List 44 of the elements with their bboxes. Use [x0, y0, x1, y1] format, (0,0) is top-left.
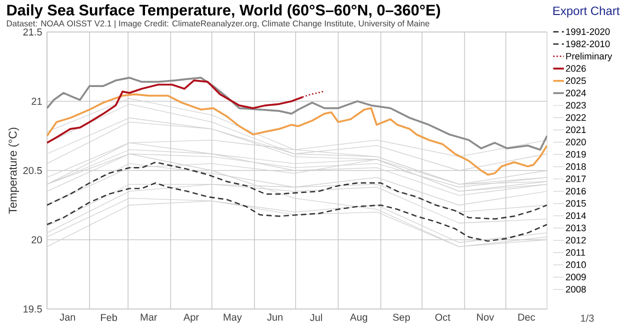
- x-tick-label: Sep: [392, 314, 410, 323]
- y-axis-title: Temperature (°C): [8, 128, 19, 214]
- legend-label: 2011: [566, 249, 586, 256]
- legend-label: 2017: [566, 176, 586, 182]
- x-tick-label: Feb: [101, 314, 118, 322]
- y-tick-label: 21: [32, 98, 42, 105]
- x-tick-label: Jul: [310, 314, 322, 322]
- legend-label: 1982-2010: [566, 40, 610, 48]
- y-tick-label: 19.5: [24, 305, 42, 313]
- legend-label: 2026: [566, 65, 586, 72]
- legend-label: 2016: [566, 188, 586, 194]
- legend-label: 2019: [566, 151, 586, 158]
- legend-label: 2009: [566, 274, 586, 280]
- chart-subtitle: Dataset: NOAA OISST V2.1 | Image Credit: ClimateReanalyzer.org, Climate Change Institute, University of Maine: [6, 20, 430, 28]
- legend-label: 2020: [566, 138, 586, 146]
- legend-label: 2023: [566, 102, 586, 109]
- x-tick-label: Mar: [140, 314, 158, 321]
- x-tick-label: Aug: [350, 314, 368, 323]
- legend-label: 2018: [566, 163, 586, 170]
- legend-label: Preliminary: [566, 52, 612, 62]
- legend-label: 1991-2020: [566, 28, 610, 35]
- x-tick-label: Oct: [435, 314, 450, 321]
- y-tick-label: 20: [32, 236, 42, 244]
- legend-label: 2010: [566, 261, 586, 268]
- text: 1/3: [581, 314, 594, 322]
- legend-label: 2008: [566, 286, 586, 293]
- chart-title: Daily Sea Surface Temperature, World (60°S–60°N, 0–360°E): [7, 4, 440, 19]
- legend-label: 2022: [566, 114, 586, 121]
- legend-label: 2013: [566, 224, 586, 232]
- legend-label: 2025: [566, 77, 586, 84]
- y-tick-label: 21.5: [23, 28, 42, 36]
- x-tick-label: Nov: [477, 314, 494, 321]
- legend-label: 2014: [566, 212, 586, 219]
- legend-label: 2015: [566, 200, 586, 207]
- text: Export Chart: [553, 6, 620, 18]
- legend-label: 2012: [566, 236, 586, 244]
- x-tick-label: Apr: [183, 314, 199, 323]
- x-tick-label: Dec: [518, 314, 536, 321]
- y-tick-label: 20.5: [23, 166, 42, 174]
- x-tick-label: Jan: [60, 314, 76, 321]
- x-tick-label: Jun: [267, 314, 282, 321]
- legend-label: 2021: [566, 126, 586, 134]
- x-tick-label: May: [224, 314, 242, 323]
- legend-label: 2024: [566, 90, 586, 96]
